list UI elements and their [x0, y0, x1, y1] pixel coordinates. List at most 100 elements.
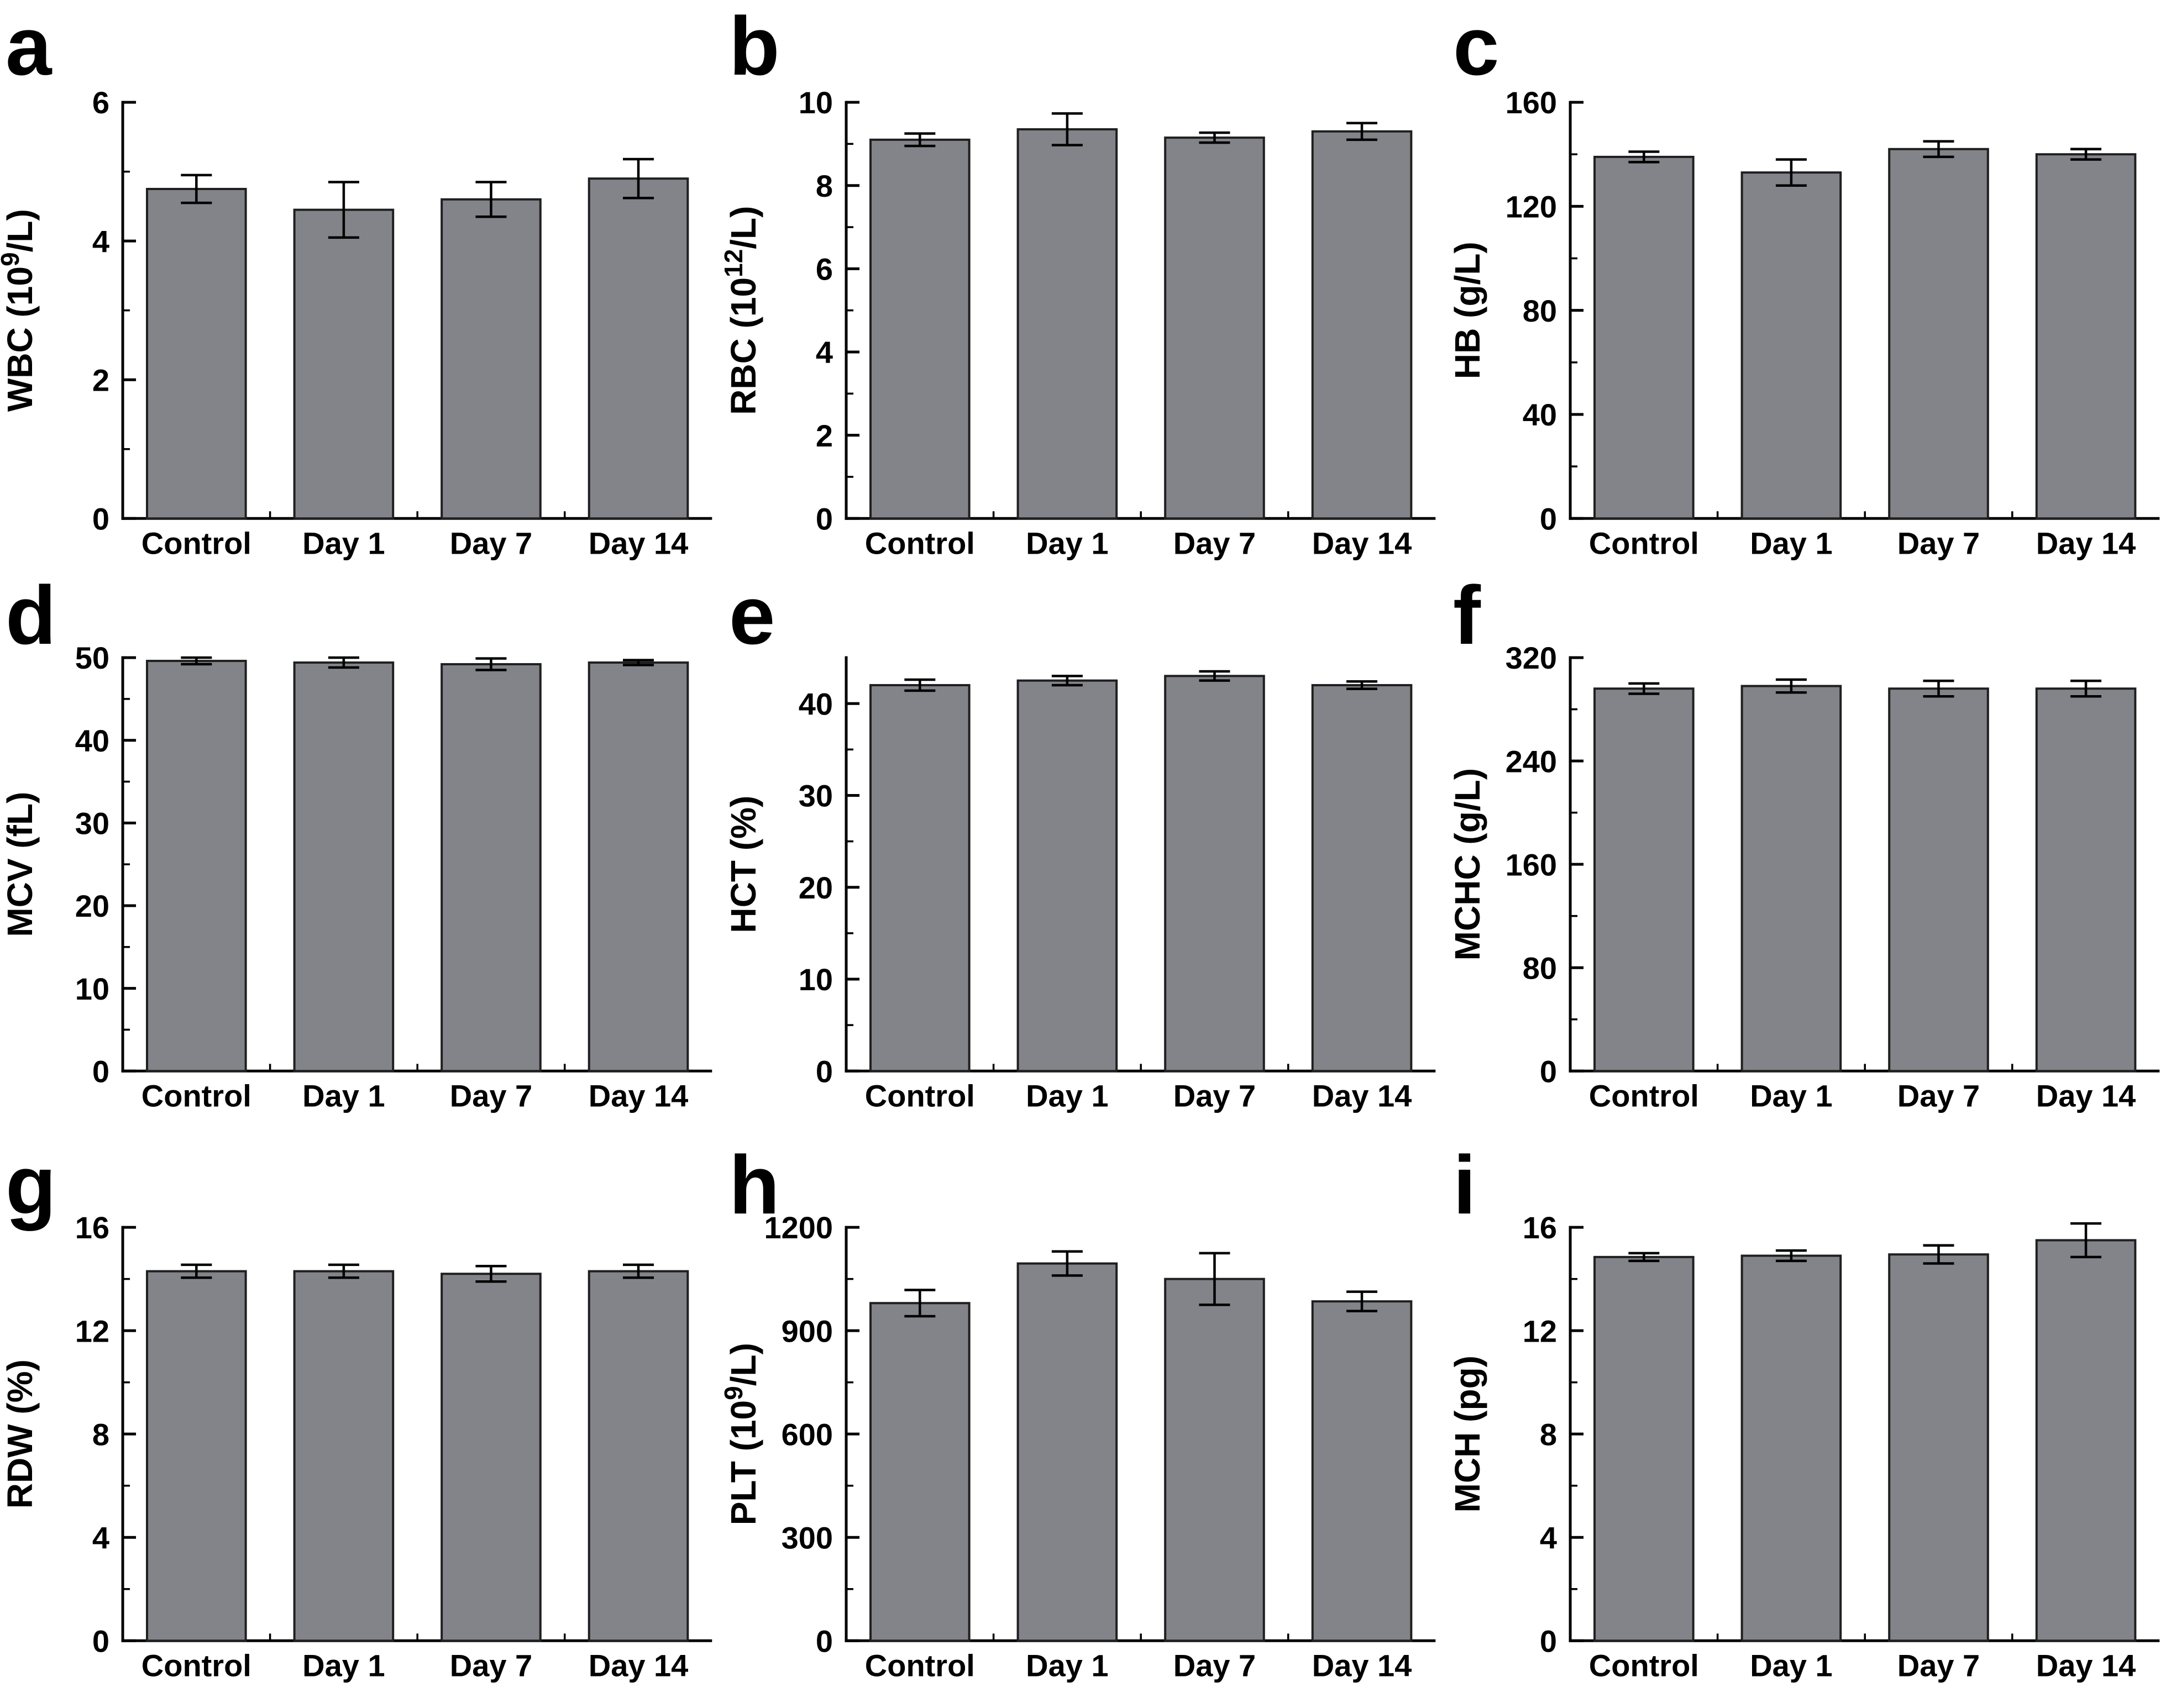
- y-tick-label: 2: [92, 362, 109, 397]
- y-tick-label: 6: [92, 85, 109, 120]
- panel-f: 0 80 160 240 320 Control Day 1 Day 7 Day 14 f MCHC…: [1448, 569, 2159, 1113]
- y-tick-label: 8: [1540, 1417, 1557, 1452]
- panel-letter-b: b: [729, 0, 780, 92]
- y-tick-label: 600: [782, 1417, 833, 1452]
- y-tick-label: 20: [75, 889, 109, 923]
- bar-day-1: [293, 661, 395, 1073]
- y-tick-label: 4: [92, 1520, 109, 1555]
- panel-h: 0 300 600 900 1200 Control Day 1 Day 7 Day 14 h PL…: [723, 1139, 1436, 1683]
- y-tick-label: 4: [1540, 1520, 1557, 1555]
- x-tick-label-day-1: Day 1: [1750, 1079, 1832, 1113]
- y-tick-label: 0: [816, 1054, 833, 1089]
- y-tick-label: 160: [1505, 848, 1556, 882]
- panel-letter-h: h: [729, 1139, 780, 1231]
- bar-control: [869, 138, 971, 520]
- y-tick-label: 4: [92, 224, 109, 259]
- x-tick-label-day-7: Day 7: [1173, 1648, 1256, 1683]
- x-tick-label-day-7: Day 7: [1897, 1079, 1979, 1113]
- bar-day-7: [1164, 675, 1266, 1073]
- y-axis-label: MCV (fL): [0, 792, 40, 937]
- panel-letter-d: d: [6, 569, 56, 661]
- x-tick-label-day-7: Day 7: [1173, 1079, 1256, 1113]
- y-tick-label: 80: [1522, 951, 1556, 986]
- x-tick-label-day-1: Day 1: [1750, 525, 1832, 560]
- panel-letter-f: f: [1453, 569, 1481, 661]
- x-tick-label-control: Control: [1588, 525, 1698, 560]
- bar-day-14: [1312, 130, 1413, 520]
- bar-control: [1593, 155, 1695, 520]
- bar-day-7: [1887, 687, 1989, 1073]
- y-tick-label: 30: [75, 806, 109, 841]
- bar-day-7: [441, 1272, 542, 1642]
- bar-day-7: [1887, 148, 1989, 520]
- bar-day-7: [1887, 1253, 1989, 1642]
- y-tick-label: 16: [1522, 1210, 1556, 1245]
- bar-day-14: [2035, 1239, 2137, 1642]
- y-axis-label: HCT (%): [723, 796, 763, 933]
- y-tick-label: 80: [1522, 293, 1556, 328]
- y-tick-label: 20: [799, 870, 833, 905]
- y-tick-label: 0: [92, 501, 109, 536]
- x-tick-label-control: Control: [865, 1079, 975, 1113]
- y-tick-label: 40: [799, 687, 833, 722]
- y-tick-label: 0: [92, 1623, 109, 1658]
- bar-day-14: [2035, 153, 2137, 520]
- y-tick-label: 900: [782, 1313, 833, 1348]
- x-tick-label-day-7: Day 7: [450, 525, 532, 560]
- y-tick-label: 16: [75, 1210, 109, 1245]
- y-tick-label: 12: [75, 1313, 109, 1348]
- bar-day-7: [1164, 136, 1266, 520]
- x-tick-label-day-1: Day 1: [1026, 1079, 1109, 1113]
- panel-g: 0 4 8 12 16 Control Day 1 Day 7 Day 14 g RDW (%): [0, 1139, 712, 1683]
- y-axis-label: MCHC (g/L): [1448, 768, 1487, 960]
- y-tick-label: 320: [1505, 641, 1556, 676]
- bar-day-7: [441, 663, 542, 1073]
- x-tick-label-day-14: Day 14: [2036, 1648, 2136, 1683]
- panel-a: 0 2 4 6 Control Day 1 Day 7 Day 14 a WBC (109/L): [0, 0, 712, 560]
- panel-d: 0 10 20 30 40 50 Control Day 1 Day 7 Day 14 d MCV (…: [0, 569, 712, 1113]
- panel-letter-g: g: [6, 1139, 56, 1231]
- bar-day-14: [588, 661, 689, 1073]
- y-tick-label: 40: [1522, 397, 1556, 432]
- bar-day-14: [1312, 1300, 1413, 1642]
- bar-day-7: [441, 198, 542, 520]
- x-tick-label-control: Control: [141, 525, 251, 560]
- y-axis-label: RBC (1012/L): [723, 206, 763, 415]
- x-tick-label-day-14: Day 14: [2036, 1079, 2136, 1113]
- y-tick-label: 30: [799, 779, 833, 813]
- y-tick-label: 0: [1540, 1623, 1557, 1658]
- y-axis-label: RDW (%): [0, 1359, 40, 1509]
- x-tick-label-day-7: Day 7: [450, 1079, 532, 1113]
- y-tick-label: 120: [1505, 190, 1556, 224]
- y-tick-label: 8: [816, 169, 833, 203]
- y-tick-label: 0: [816, 1623, 833, 1658]
- y-tick-label: 40: [75, 723, 109, 758]
- panel-b: 0 2 4 6 8 10 Control Day 1 Day 7 Day 14 b RBC (1012…: [723, 0, 1436, 560]
- y-tick-label: 240: [1505, 744, 1556, 779]
- x-tick-label-day-14: Day 14: [1312, 1648, 1412, 1683]
- panel-e: 0 10 20 30 40 Control Day 1 Day 7 Day 14 e HCT (%): [723, 569, 1436, 1113]
- x-tick-label-control: Control: [865, 1648, 975, 1683]
- y-tick-label: 1200: [764, 1210, 833, 1245]
- x-tick-label-day-14: Day 14: [589, 1079, 689, 1113]
- bar-control: [1593, 687, 1695, 1073]
- x-tick-label-day-1: Day 1: [1026, 525, 1109, 560]
- bar-day-14: [1312, 684, 1413, 1073]
- x-tick-label-day-7: Day 7: [1897, 525, 1979, 560]
- x-tick-label-control: Control: [1588, 1079, 1698, 1113]
- bar-day-14: [588, 1270, 689, 1642]
- x-tick-label-control: Control: [141, 1079, 251, 1113]
- panel-letter-a: a: [6, 0, 53, 92]
- x-tick-label-day-1: Day 1: [302, 1648, 385, 1683]
- y-tick-label: 10: [799, 962, 833, 997]
- y-tick-label: 160: [1505, 85, 1556, 120]
- bar-day-7: [1164, 1278, 1266, 1642]
- y-tick-label: 4: [816, 335, 833, 370]
- x-tick-label-day-14: Day 14: [1312, 1079, 1412, 1113]
- y-tick-label: 0: [1540, 501, 1557, 536]
- bar-day-1: [1016, 679, 1118, 1073]
- y-tick-label: 0: [1540, 1054, 1557, 1089]
- panel-letter-e: e: [729, 569, 775, 661]
- y-tick-label: 8: [92, 1417, 109, 1452]
